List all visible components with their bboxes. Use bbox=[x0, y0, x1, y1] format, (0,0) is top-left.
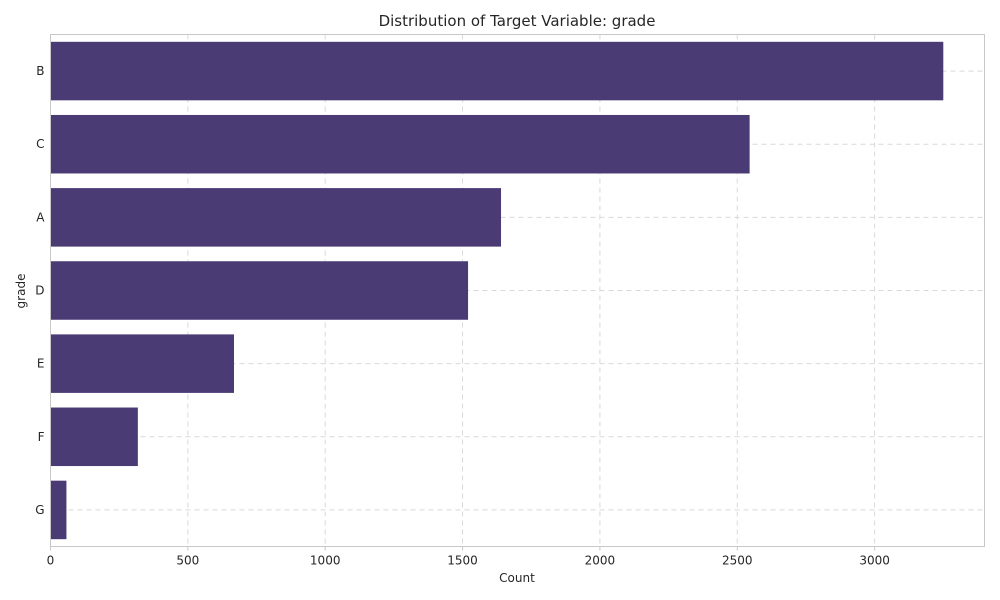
bar-C bbox=[50, 114, 750, 174]
bar-B bbox=[50, 41, 944, 101]
x-tick-label: 1500 bbox=[447, 554, 478, 568]
x-tick-labels: 0 500 1000 1500 2000 2500 3000 bbox=[47, 546, 890, 568]
x-tick-label: 3000 bbox=[859, 554, 890, 568]
y-tick-label: E bbox=[37, 357, 45, 371]
bar-E bbox=[50, 334, 235, 393]
bar-F bbox=[50, 407, 138, 467]
x-tick-label: 2000 bbox=[585, 554, 616, 568]
y-axis-label: grade bbox=[14, 274, 28, 309]
plot-frame bbox=[50, 34, 985, 547]
y-tick-label: A bbox=[36, 210, 45, 224]
x-axis-label: Count bbox=[499, 571, 535, 585]
y-tick-label: B bbox=[36, 64, 44, 78]
y-tick-labels: B C A D E F G bbox=[35, 64, 45, 517]
y-tick-label: C bbox=[36, 137, 44, 151]
chart-title: Distribution of Target Variable: grade bbox=[379, 12, 656, 30]
bar-A bbox=[50, 188, 502, 247]
y-tick-label: G bbox=[35, 503, 44, 517]
y-tick-label: D bbox=[35, 284, 44, 298]
x-tick-label: 0 bbox=[47, 554, 55, 568]
x-tick-label: 1000 bbox=[310, 554, 341, 568]
bars-layer bbox=[50, 41, 944, 540]
bar-D bbox=[50, 261, 469, 320]
bar-G bbox=[50, 480, 67, 540]
x-tick-label: 2500 bbox=[722, 554, 753, 568]
y-tick-label: F bbox=[38, 430, 45, 444]
x-tick-label: 500 bbox=[176, 554, 199, 568]
